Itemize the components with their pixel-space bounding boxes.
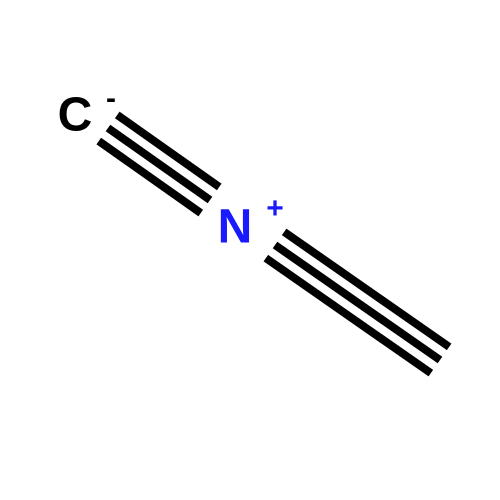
bond-line	[99, 141, 201, 213]
atom-charge-C_minus: -	[106, 82, 116, 115]
molecule-diagram: C- N +	[0, 0, 500, 500]
atom-label-N_plus: N	[218, 201, 253, 254]
atom-label-C_minus: C	[58, 89, 93, 142]
atom-charge-N_plus: +	[266, 192, 284, 225]
bond-line	[117, 115, 219, 187]
bond-line	[275, 245, 440, 360]
bond-line	[108, 128, 210, 200]
